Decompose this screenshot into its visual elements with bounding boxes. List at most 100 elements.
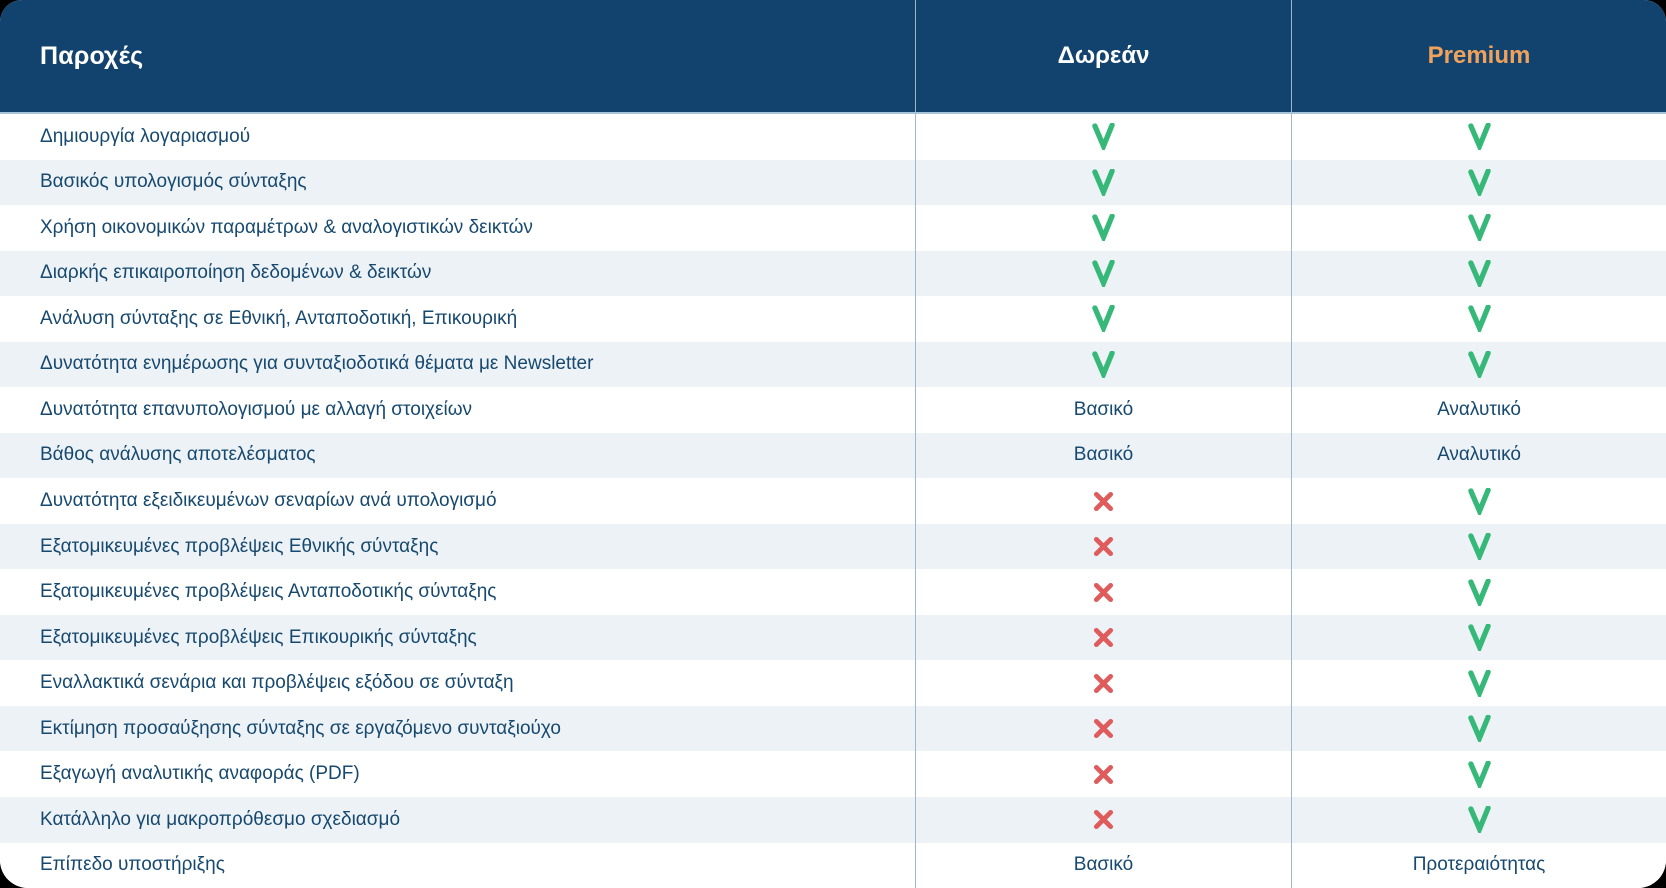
free-plan-value <box>915 478 1291 524</box>
table-row: Δυνατότητα επανυπολογισμού με αλλαγή στο… <box>0 387 1666 433</box>
check-icon <box>1467 305 1491 333</box>
feature-label: Επίπεδο υποστήριξης <box>40 854 225 876</box>
premium-plan-value <box>1291 796 1666 843</box>
free-plan-value <box>915 751 1291 797</box>
premium-plan-value <box>1291 660 1666 706</box>
check-icon <box>1092 259 1115 287</box>
check-icon <box>1467 624 1491 652</box>
premium-plan-value: Αναλυτικό <box>1291 432 1666 479</box>
feature-label: Εξατομικευμένες προβλέψεις Εθνικής σύντα… <box>40 535 439 557</box>
feature-label: Βάθος ανάλυσης αποτελέσματος <box>40 444 316 466</box>
check-icon <box>1467 806 1491 834</box>
cross-icon <box>1093 718 1114 739</box>
check-icon <box>1467 350 1491 378</box>
table-row: Εξατομικευμένες προβλέψεις Εθνικής σύντα… <box>0 523 1666 570</box>
check-icon <box>1467 214 1491 242</box>
check-icon <box>1467 578 1491 606</box>
premium-plan-value <box>1291 751 1666 797</box>
free-plan-value <box>915 341 1291 388</box>
premium-plan-value-text: Αναλυτικό <box>1437 444 1521 466</box>
check-icon <box>1467 259 1491 287</box>
header-free-plan-label: Δωρεάν <box>915 0 1291 112</box>
table-row: Εξατομικευμένες προβλέψεις Επικουρικής σ… <box>0 614 1666 661</box>
feature-label: Δημιουργία λογαριασμού <box>40 125 251 147</box>
check-icon <box>1467 123 1491 151</box>
free-plan-value <box>915 114 1291 160</box>
check-icon <box>1092 305 1115 333</box>
check-icon <box>1467 168 1491 196</box>
premium-plan-value <box>1291 341 1666 388</box>
check-icon <box>1467 533 1491 561</box>
table-row: Εξαγωγή αναλυτικής αναφοράς (PDF) <box>0 751 1666 797</box>
premium-plan-value <box>1291 614 1666 661</box>
feature-label: Εξατομικευμένες προβλέψεις Ανταποδοτικής… <box>40 581 497 603</box>
check-icon <box>1467 715 1491 743</box>
free-plan-value <box>915 614 1291 661</box>
free-plan-value <box>915 796 1291 843</box>
premium-plan-value: Αναλυτικό <box>1291 387 1666 433</box>
feature-label: Βασικός υπολογισμός σύνταξης <box>40 171 307 193</box>
feature-label: Κατάλληλο για μακροπρόθεσμο σχεδιασμό <box>40 808 401 830</box>
table-row: Χρήση οικονομικών παραμέτρων & αναλογιστ… <box>0 205 1666 251</box>
premium-plan-value <box>1291 250 1666 297</box>
free-plan-value <box>915 523 1291 570</box>
free-plan-value <box>915 205 1291 251</box>
table-row: Δυνατότητα ενημέρωσης για συνταξιοδοτικά… <box>0 341 1666 388</box>
free-plan-value: Βασικό <box>915 842 1291 888</box>
free-plan-value <box>915 569 1291 615</box>
check-icon <box>1467 669 1491 697</box>
premium-plan-value: Προτεραιότητας <box>1291 842 1666 888</box>
cross-icon <box>1093 582 1114 603</box>
table-row: Εξατομικευμένες προβλέψεις Ανταποδοτικής… <box>0 569 1666 615</box>
feature-label: Δυνατότητα επανυπολογισμού με αλλαγή στο… <box>40 398 473 420</box>
feature-label: Εξατομικευμένες προβλέψεις Επικουρικής σ… <box>40 626 477 648</box>
cross-icon <box>1093 809 1114 830</box>
check-icon <box>1467 760 1491 788</box>
table-row: Δυνατότητα εξειδικευμένων σεναρίων ανά υ… <box>0 478 1666 524</box>
premium-plan-value-text: Αναλυτικό <box>1437 398 1521 420</box>
feature-label: Εκτίμηση προσαύξησης σύνταξης σε εργαζόμ… <box>40 717 561 739</box>
table-row: Διαρκής επικαιροποίηση δεδομένων & δεικτ… <box>0 250 1666 297</box>
table-header-row: Παροχές Δωρεάν Premium <box>0 0 1666 114</box>
premium-plan-value <box>1291 569 1666 615</box>
header-premium-plan-label: Premium <box>1291 0 1666 112</box>
feature-label: Δυνατότητα εξειδικευμένων σεναρίων ανά υ… <box>40 490 497 512</box>
feature-label: Ανάλυση σύνταξης σε Εθνική, Ανταποδοτική… <box>40 307 518 329</box>
feature-label: Εναλλακτικά σενάρια και προβλέψεις εξόδο… <box>40 672 514 694</box>
premium-plan-value <box>1291 205 1666 251</box>
check-icon <box>1092 350 1115 378</box>
premium-plan-value <box>1291 523 1666 570</box>
free-plan-value: Βασικό <box>915 387 1291 433</box>
cross-icon <box>1093 491 1114 512</box>
table-body: Δημιουργία λογαριασμού Βασικός υπολογισμό… <box>0 114 1666 888</box>
premium-plan-value <box>1291 478 1666 524</box>
table-row: Κατάλληλο για μακροπρόθεσμο σχεδιασμό <box>0 796 1666 843</box>
cross-icon <box>1093 764 1114 785</box>
feature-label: Χρήση οικονομικών παραμέτρων & αναλογιστ… <box>40 216 533 238</box>
premium-plan-value <box>1291 705 1666 752</box>
check-icon <box>1092 168 1115 196</box>
check-icon <box>1092 123 1115 151</box>
check-icon <box>1467 487 1491 515</box>
free-plan-value-text: Βασικό <box>1073 854 1134 876</box>
table-row: Επίπεδο υποστήριξης Βασικό Προτεραιότητας <box>0 842 1666 888</box>
feature-label: Διαρκής επικαιροποίηση δεδομένων & δεικτ… <box>40 262 432 284</box>
check-icon <box>1092 214 1115 242</box>
premium-plan-value <box>1291 114 1666 160</box>
free-plan-value-text: Βασικό <box>1073 444 1134 466</box>
free-plan-value <box>915 250 1291 297</box>
feature-label: Δυνατότητα ενημέρωσης για συνταξιοδοτικά… <box>40 353 594 375</box>
free-plan-value <box>915 159 1291 206</box>
table-row: Βασικός υπολογισμός σύνταξης <box>0 159 1666 206</box>
free-plan-value-text: Βασικό <box>1073 398 1134 420</box>
premium-plan-value <box>1291 159 1666 206</box>
table-row: Βάθος ανάλυσης αποτελέσματος Βασικό Αναλυτ… <box>0 432 1666 479</box>
free-plan-value <box>915 660 1291 706</box>
free-plan-value <box>915 296 1291 342</box>
cross-icon <box>1093 536 1114 557</box>
header-features-label: Παροχές <box>40 41 144 70</box>
free-plan-value: Βασικό <box>915 432 1291 479</box>
cross-icon <box>1093 673 1114 694</box>
table-row: Εκτίμηση προσαύξησης σύνταξης σε εργαζόμ… <box>0 705 1666 752</box>
